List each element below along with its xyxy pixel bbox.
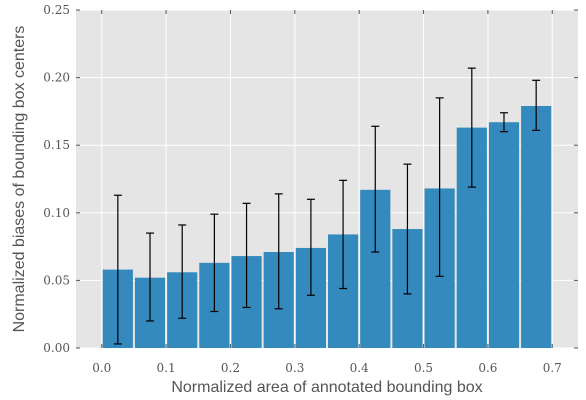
y-tick-label: 0.25 [43, 3, 70, 17]
error-bar [467, 67, 476, 188]
x-tick-label: 0.5 [414, 361, 433, 375]
error-bar [242, 202, 251, 309]
error-bars [113, 67, 541, 345]
y-tick-label: 0.00 [43, 341, 70, 355]
error-bar [113, 194, 122, 345]
y-axis-title: Normalized biases of bounding box center… [11, 26, 28, 333]
bar [488, 122, 520, 348]
error-bar [178, 224, 187, 319]
y-tick-label: 0.10 [43, 206, 70, 220]
error-bar [306, 198, 315, 296]
x-tick-label: 0.4 [350, 361, 369, 375]
error-bar [499, 112, 508, 133]
x-tick-label: 0.3 [285, 361, 304, 375]
x-tick-label: 0.6 [478, 361, 497, 375]
error-bar [403, 163, 412, 295]
y-tick-label: 0.05 [43, 273, 70, 287]
error-bar [435, 97, 444, 277]
x-tick-label: 0.2 [221, 361, 240, 375]
error-bar [274, 193, 283, 310]
y-tick-label: 0.15 [43, 138, 70, 152]
error-bar [532, 79, 541, 131]
error-bar [371, 125, 380, 253]
x-tick-label: 0.7 [543, 361, 562, 375]
x-axis-title: Normalized area of annotated bounding bo… [171, 379, 482, 396]
axis-ticks [76, 9, 578, 349]
error-bar [146, 232, 155, 322]
error-bar [339, 179, 348, 290]
x-tick-labels: 0.0 0.1 0.2 0.3 0.4 0.5 0.6 0.7 [92, 361, 562, 375]
y-tick-labels: 0.00 0.05 0.10 0.15 0.20 0.25 [43, 3, 70, 355]
x-tick-label: 0.1 [157, 361, 176, 375]
error-bar [210, 213, 219, 313]
bar [521, 105, 552, 348]
grid [76, 9, 578, 349]
y-tick-label: 0.20 [43, 71, 70, 85]
x-tick-label: 0.0 [92, 361, 111, 375]
